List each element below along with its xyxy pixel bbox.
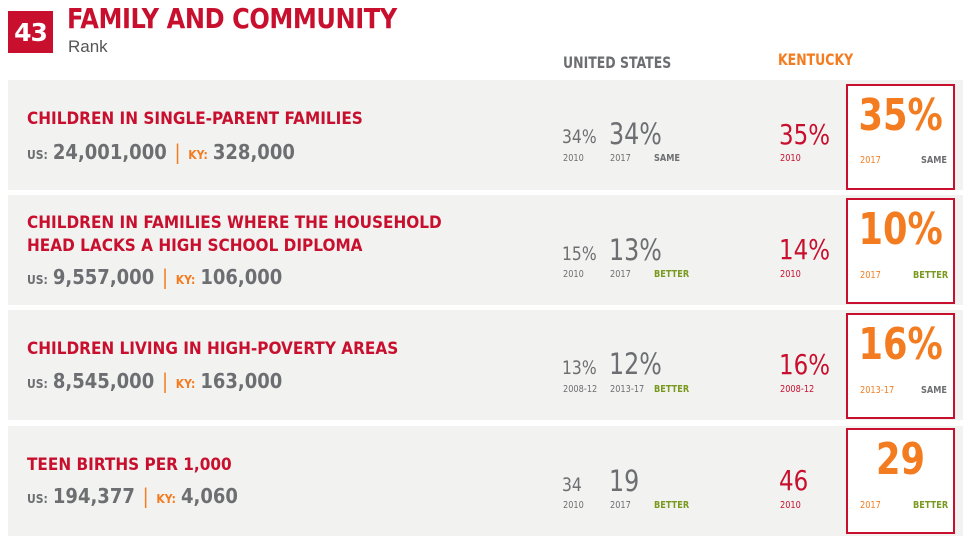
ky-current-box: 35% 2017 SAME (846, 84, 955, 190)
indicator-title-line2: HEAD LACKS A HIGH SCHOOL DIPLOMA (27, 236, 363, 256)
us-new-value: 19 (609, 464, 640, 498)
indicator-counts: US: 9,557,000 | KY: 106,000 (27, 265, 282, 289)
count-separator: | (174, 140, 181, 164)
us-count: 9,557,000 (52, 265, 155, 289)
ky-old-year: 2010 (780, 153, 801, 164)
column-header-ky: KENTUCKY (778, 50, 854, 69)
indicator-title: CHILDREN LIVING IN HIGH-POVERTY AREAS (27, 339, 399, 359)
ky-old-year: 2010 (780, 269, 801, 280)
us-new-year: 2017 (610, 269, 631, 280)
us-count-label: US: (27, 273, 48, 287)
count-separator: | (161, 369, 169, 393)
us-count-label: US: (27, 492, 48, 506)
ky-count: 4,060 (180, 484, 238, 508)
us-new-year: 2017 (610, 153, 631, 164)
us-old-value: 34 (562, 474, 582, 496)
ky-old-value: 14% (779, 233, 831, 266)
page-title: FAMILY AND COMMUNITY (67, 2, 397, 35)
ky-trend: BETTER (913, 500, 949, 511)
us-old-value: 13% (562, 357, 597, 379)
ky-current-value: 10% (858, 204, 943, 255)
us-new-year: 2013-17 (610, 384, 645, 395)
column-header-us: UNITED STATES (563, 53, 672, 72)
ky-count-label: KY: (175, 273, 196, 287)
ky-current-value: 16% (858, 319, 943, 370)
indicator-row-household-head-diploma: CHILDREN IN FAMILIES WHERE THE HOUSEHOLD… (8, 195, 963, 305)
us-old-year: 2008-12 (563, 384, 598, 395)
ky-current-year: 2017 (860, 500, 881, 511)
page-subtitle: Rank (68, 37, 108, 56)
ky-count-label: KY: (188, 148, 208, 162)
indicator-row-high-poverty-areas: CHILDREN LIVING IN HIGH-POVERTY AREAS US… (8, 310, 963, 420)
ky-old-value: 46 (779, 464, 809, 497)
ky-current-box: 16% 2013-17 SAME (846, 313, 955, 419)
indicator-row-teen-births: TEEN BIRTHS PER 1,000 US: 194,377 | KY: … (8, 426, 963, 536)
us-old-value: 15% (562, 243, 597, 265)
ky-count-label: KY: (175, 377, 196, 391)
ky-current-year: 2017 (860, 270, 881, 281)
us-old-year: 2010 (563, 153, 584, 164)
us-new-value: 12% (609, 347, 662, 381)
us-count: 24,001,000 (52, 140, 167, 164)
indicator-title: CHILDREN IN FAMILIES WHERE THE HOUSEHOLD (27, 213, 442, 233)
ky-trend: SAME (921, 385, 948, 396)
ky-count: 106,000 (200, 265, 283, 289)
us-new-value: 13% (609, 233, 662, 267)
ky-current-value: 29 (876, 434, 925, 485)
us-count: 8,545,000 (52, 369, 155, 393)
ky-old-value: 16% (779, 348, 831, 381)
us-count: 194,377 (52, 484, 135, 508)
us-old-year: 2010 (563, 500, 584, 511)
indicator-title: CHILDREN IN SINGLE-PARENT FAMILIES (27, 109, 363, 129)
ky-trend: BETTER (913, 270, 949, 281)
indicator-counts: US: 194,377 | KY: 4,060 (27, 484, 238, 508)
ky-current-box: 29 2017 BETTER (846, 428, 955, 534)
ky-count-label: KY: (156, 492, 176, 506)
indicator-counts: US: 8,545,000 | KY: 163,000 (27, 369, 282, 393)
ky-trend: SAME (921, 155, 948, 166)
us-new-year: 2017 (610, 500, 631, 511)
ky-old-year: 2010 (780, 500, 801, 511)
ky-count: 163,000 (200, 369, 283, 393)
us-count-label: US: (27, 148, 48, 162)
indicator-title: TEEN BIRTHS PER 1,000 (27, 455, 232, 475)
count-separator: | (142, 484, 149, 508)
ky-count: 328,000 (212, 140, 295, 164)
ky-current-year: 2013-17 (860, 385, 895, 396)
indicator-counts: US: 24,001,000 | KY: 328,000 (27, 140, 295, 164)
rank-badge: 43 (8, 11, 53, 53)
us-trend: SAME (654, 153, 681, 164)
us-old-year: 2010 (563, 269, 584, 280)
us-count-label: US: (27, 377, 48, 391)
ky-old-year: 2008-12 (780, 384, 815, 395)
indicator-row-single-parent: CHILDREN IN SINGLE-PARENT FAMILIES US: 2… (8, 80, 963, 190)
us-trend: BETTER (654, 269, 690, 280)
us-trend: BETTER (654, 384, 690, 395)
count-separator: | (161, 265, 169, 289)
us-trend: BETTER (654, 500, 690, 511)
ky-current-box: 10% 2017 BETTER (846, 198, 955, 304)
us-old-value: 34% (562, 126, 597, 148)
ky-current-value: 35% (858, 90, 943, 141)
ky-current-year: 2017 (860, 155, 881, 166)
ky-old-value: 35% (779, 118, 831, 151)
us-new-value: 34% (609, 117, 662, 151)
